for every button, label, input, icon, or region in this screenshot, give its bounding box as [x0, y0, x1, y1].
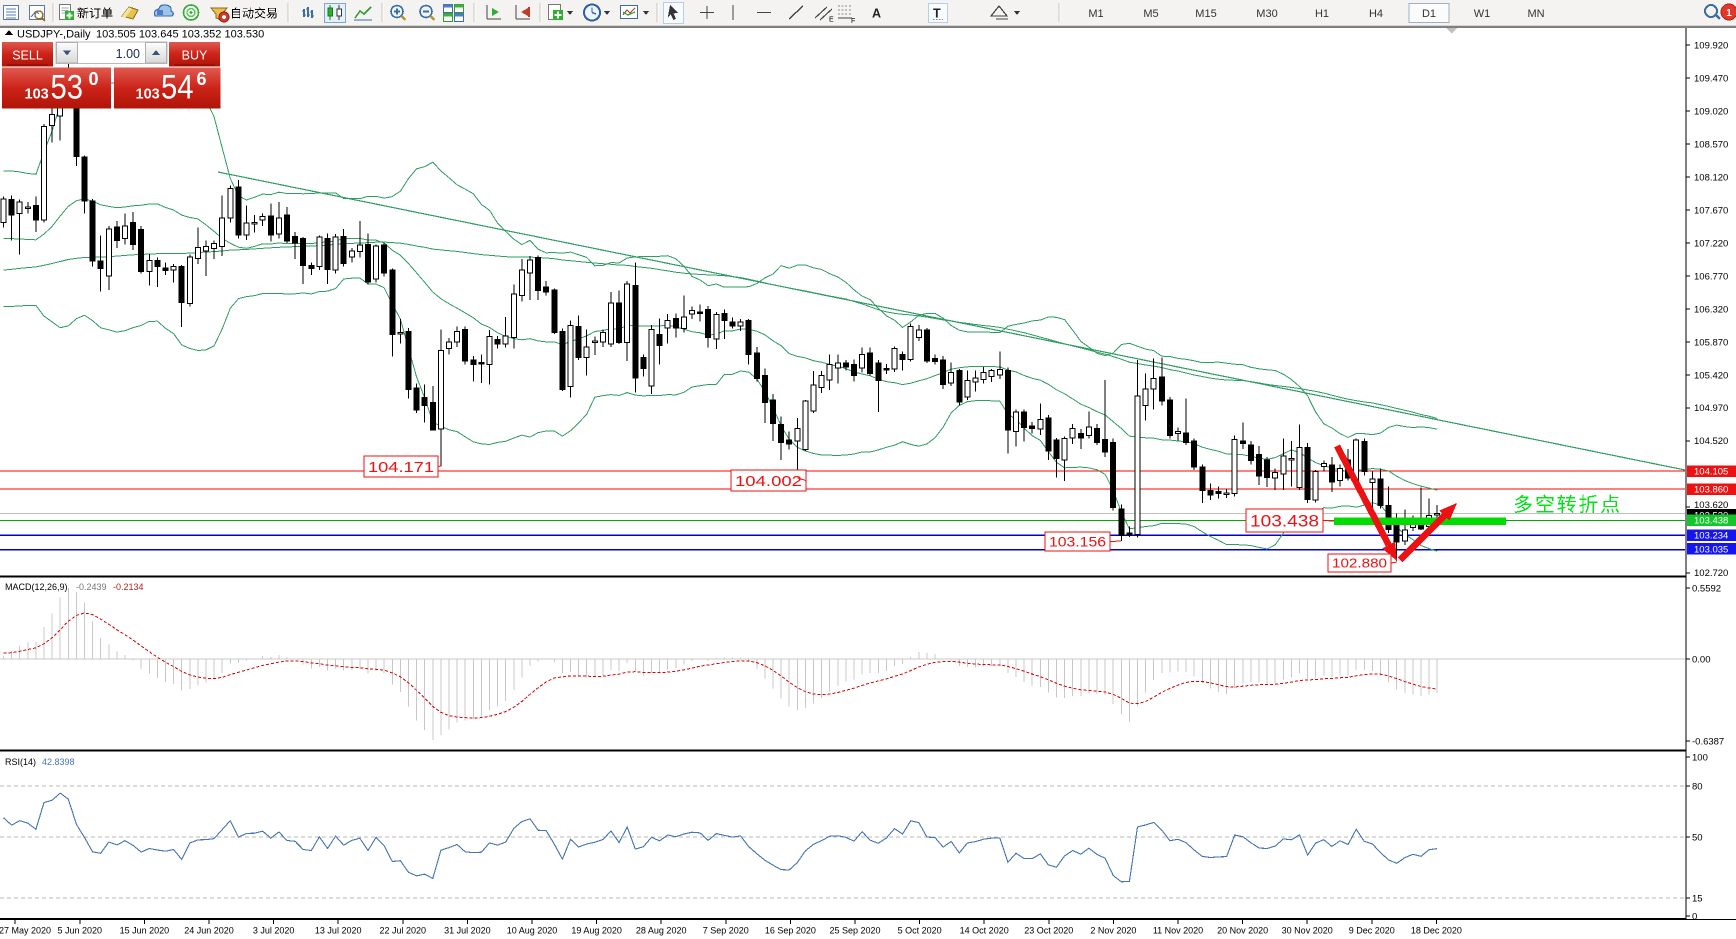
svg-text:104.520: 104.520	[1694, 436, 1728, 447]
svg-text:M30: M30	[1256, 8, 1277, 20]
svg-text:107.220: 107.220	[1694, 238, 1728, 249]
svg-text:0: 0	[1692, 911, 1697, 922]
svg-text:108.570: 108.570	[1694, 139, 1728, 150]
svg-text:28 Aug 2020: 28 Aug 2020	[636, 926, 687, 936]
svg-text:108.120: 108.120	[1694, 172, 1728, 183]
svg-text:109.920: 109.920	[1694, 40, 1728, 51]
svg-text:18 Dec 2020: 18 Dec 2020	[1411, 926, 1462, 936]
svg-text:9 Dec 2020: 9 Dec 2020	[1349, 926, 1395, 936]
svg-text:5 Oct 2020: 5 Oct 2020	[898, 926, 942, 936]
svg-text:103.860: 103.860	[1694, 485, 1728, 496]
svg-text:103.234: 103.234	[1694, 531, 1728, 542]
svg-text:14 Oct 2020: 14 Oct 2020	[960, 926, 1009, 936]
svg-text:102.880: 102.880	[1332, 556, 1387, 571]
svg-text:T: T	[933, 7, 941, 21]
svg-text:31 Jul 2020: 31 Jul 2020	[444, 926, 491, 936]
svg-text:103.156: 103.156	[1049, 534, 1106, 549]
svg-text:0.00: 0.00	[1692, 654, 1711, 665]
svg-text:M5: M5	[1143, 8, 1158, 20]
svg-text:106.770: 106.770	[1694, 271, 1728, 282]
svg-text:103.438: 103.438	[1250, 512, 1319, 531]
svg-text:104.002: 104.002	[735, 473, 802, 490]
svg-text:104.171: 104.171	[368, 459, 434, 476]
svg-text:19 Aug 2020: 19 Aug 2020	[571, 926, 622, 936]
svg-text:5 Jun 2020: 5 Jun 2020	[58, 926, 103, 936]
svg-text:103: 103	[25, 86, 49, 102]
svg-text:2 Nov 2020: 2 Nov 2020	[1090, 926, 1136, 936]
svg-text:53: 53	[51, 69, 84, 107]
svg-text:15 Jun 2020: 15 Jun 2020	[120, 926, 170, 936]
svg-text:30 Nov 2020: 30 Nov 2020	[1282, 926, 1333, 936]
svg-text:24 Jun 2020: 24 Jun 2020	[184, 926, 234, 936]
svg-text:15: 15	[1692, 893, 1703, 904]
svg-text:103: 103	[136, 86, 160, 102]
svg-text:80: 80	[1692, 781, 1703, 792]
svg-text:105.870: 105.870	[1694, 337, 1728, 348]
svg-text:103.438: 103.438	[1694, 516, 1728, 527]
svg-text:BUY: BUY	[182, 49, 208, 63]
svg-text:SELL: SELL	[12, 49, 43, 63]
svg-text:MN: MN	[1527, 8, 1544, 20]
svg-text:13 Jul 2020: 13 Jul 2020	[315, 926, 362, 936]
svg-text:105.420: 105.420	[1694, 370, 1728, 381]
svg-text:A: A	[872, 7, 881, 21]
svg-text:27 May 2020: 27 May 2020	[0, 926, 51, 936]
svg-text:25 Sep 2020: 25 Sep 2020	[829, 926, 880, 936]
svg-text:23 Oct 2020: 23 Oct 2020	[1024, 926, 1073, 936]
svg-text:-0.2439: -0.2439	[76, 582, 107, 592]
svg-text:F: F	[851, 18, 855, 25]
svg-text:22 Jul 2020: 22 Jul 2020	[380, 926, 427, 936]
svg-text:1: 1	[1726, 8, 1732, 19]
svg-text:H4: H4	[1369, 8, 1383, 20]
svg-text:0.5592: 0.5592	[1692, 583, 1721, 594]
svg-text:D1: D1	[1422, 8, 1436, 20]
svg-text:103.620: 103.620	[1694, 500, 1728, 511]
svg-text:109.470: 109.470	[1694, 73, 1728, 84]
svg-text:M1: M1	[1088, 8, 1103, 20]
svg-text:11 Nov 2020: 11 Nov 2020	[1153, 926, 1203, 936]
svg-text:102.720: 102.720	[1694, 568, 1728, 579]
svg-text:E: E	[829, 17, 834, 24]
svg-text:W1: W1	[1474, 8, 1491, 20]
svg-text:10 Aug 2020: 10 Aug 2020	[507, 926, 558, 936]
svg-text:103.505 103.645 103.352 103.53: 103.505 103.645 103.352 103.530	[96, 29, 264, 41]
svg-text:1.00: 1.00	[116, 47, 140, 61]
svg-text:100: 100	[1692, 752, 1708, 763]
svg-text:42.8398: 42.8398	[42, 757, 75, 767]
svg-text:USDJPY-,Daily: USDJPY-,Daily	[17, 29, 91, 41]
svg-text:7 Sep 2020: 7 Sep 2020	[703, 926, 749, 936]
svg-text:50: 50	[1692, 832, 1703, 843]
svg-text:-0.2134: -0.2134	[113, 582, 144, 592]
svg-text:106.320: 106.320	[1694, 304, 1728, 315]
svg-text:20 Nov 2020: 20 Nov 2020	[1217, 926, 1268, 936]
svg-text:RSI(14): RSI(14)	[5, 757, 36, 767]
svg-text:109.020: 109.020	[1694, 106, 1728, 117]
svg-text:107.670: 107.670	[1694, 205, 1728, 216]
svg-text:54: 54	[161, 69, 194, 107]
svg-text:0: 0	[89, 69, 99, 89]
svg-text:16 Sep 2020: 16 Sep 2020	[765, 926, 816, 936]
svg-text:M15: M15	[1195, 8, 1216, 20]
svg-text:103.035: 103.035	[1694, 544, 1728, 555]
svg-text:6: 6	[197, 69, 207, 89]
svg-text:MACD(12,26,9): MACD(12,26,9)	[5, 582, 68, 592]
svg-text:104.105: 104.105	[1694, 467, 1728, 478]
svg-text:H1: H1	[1315, 8, 1329, 20]
svg-text:3 Jul 2020: 3 Jul 2020	[253, 926, 295, 936]
svg-text:-0.6387: -0.6387	[1692, 736, 1724, 747]
svg-text:104.970: 104.970	[1694, 403, 1728, 414]
